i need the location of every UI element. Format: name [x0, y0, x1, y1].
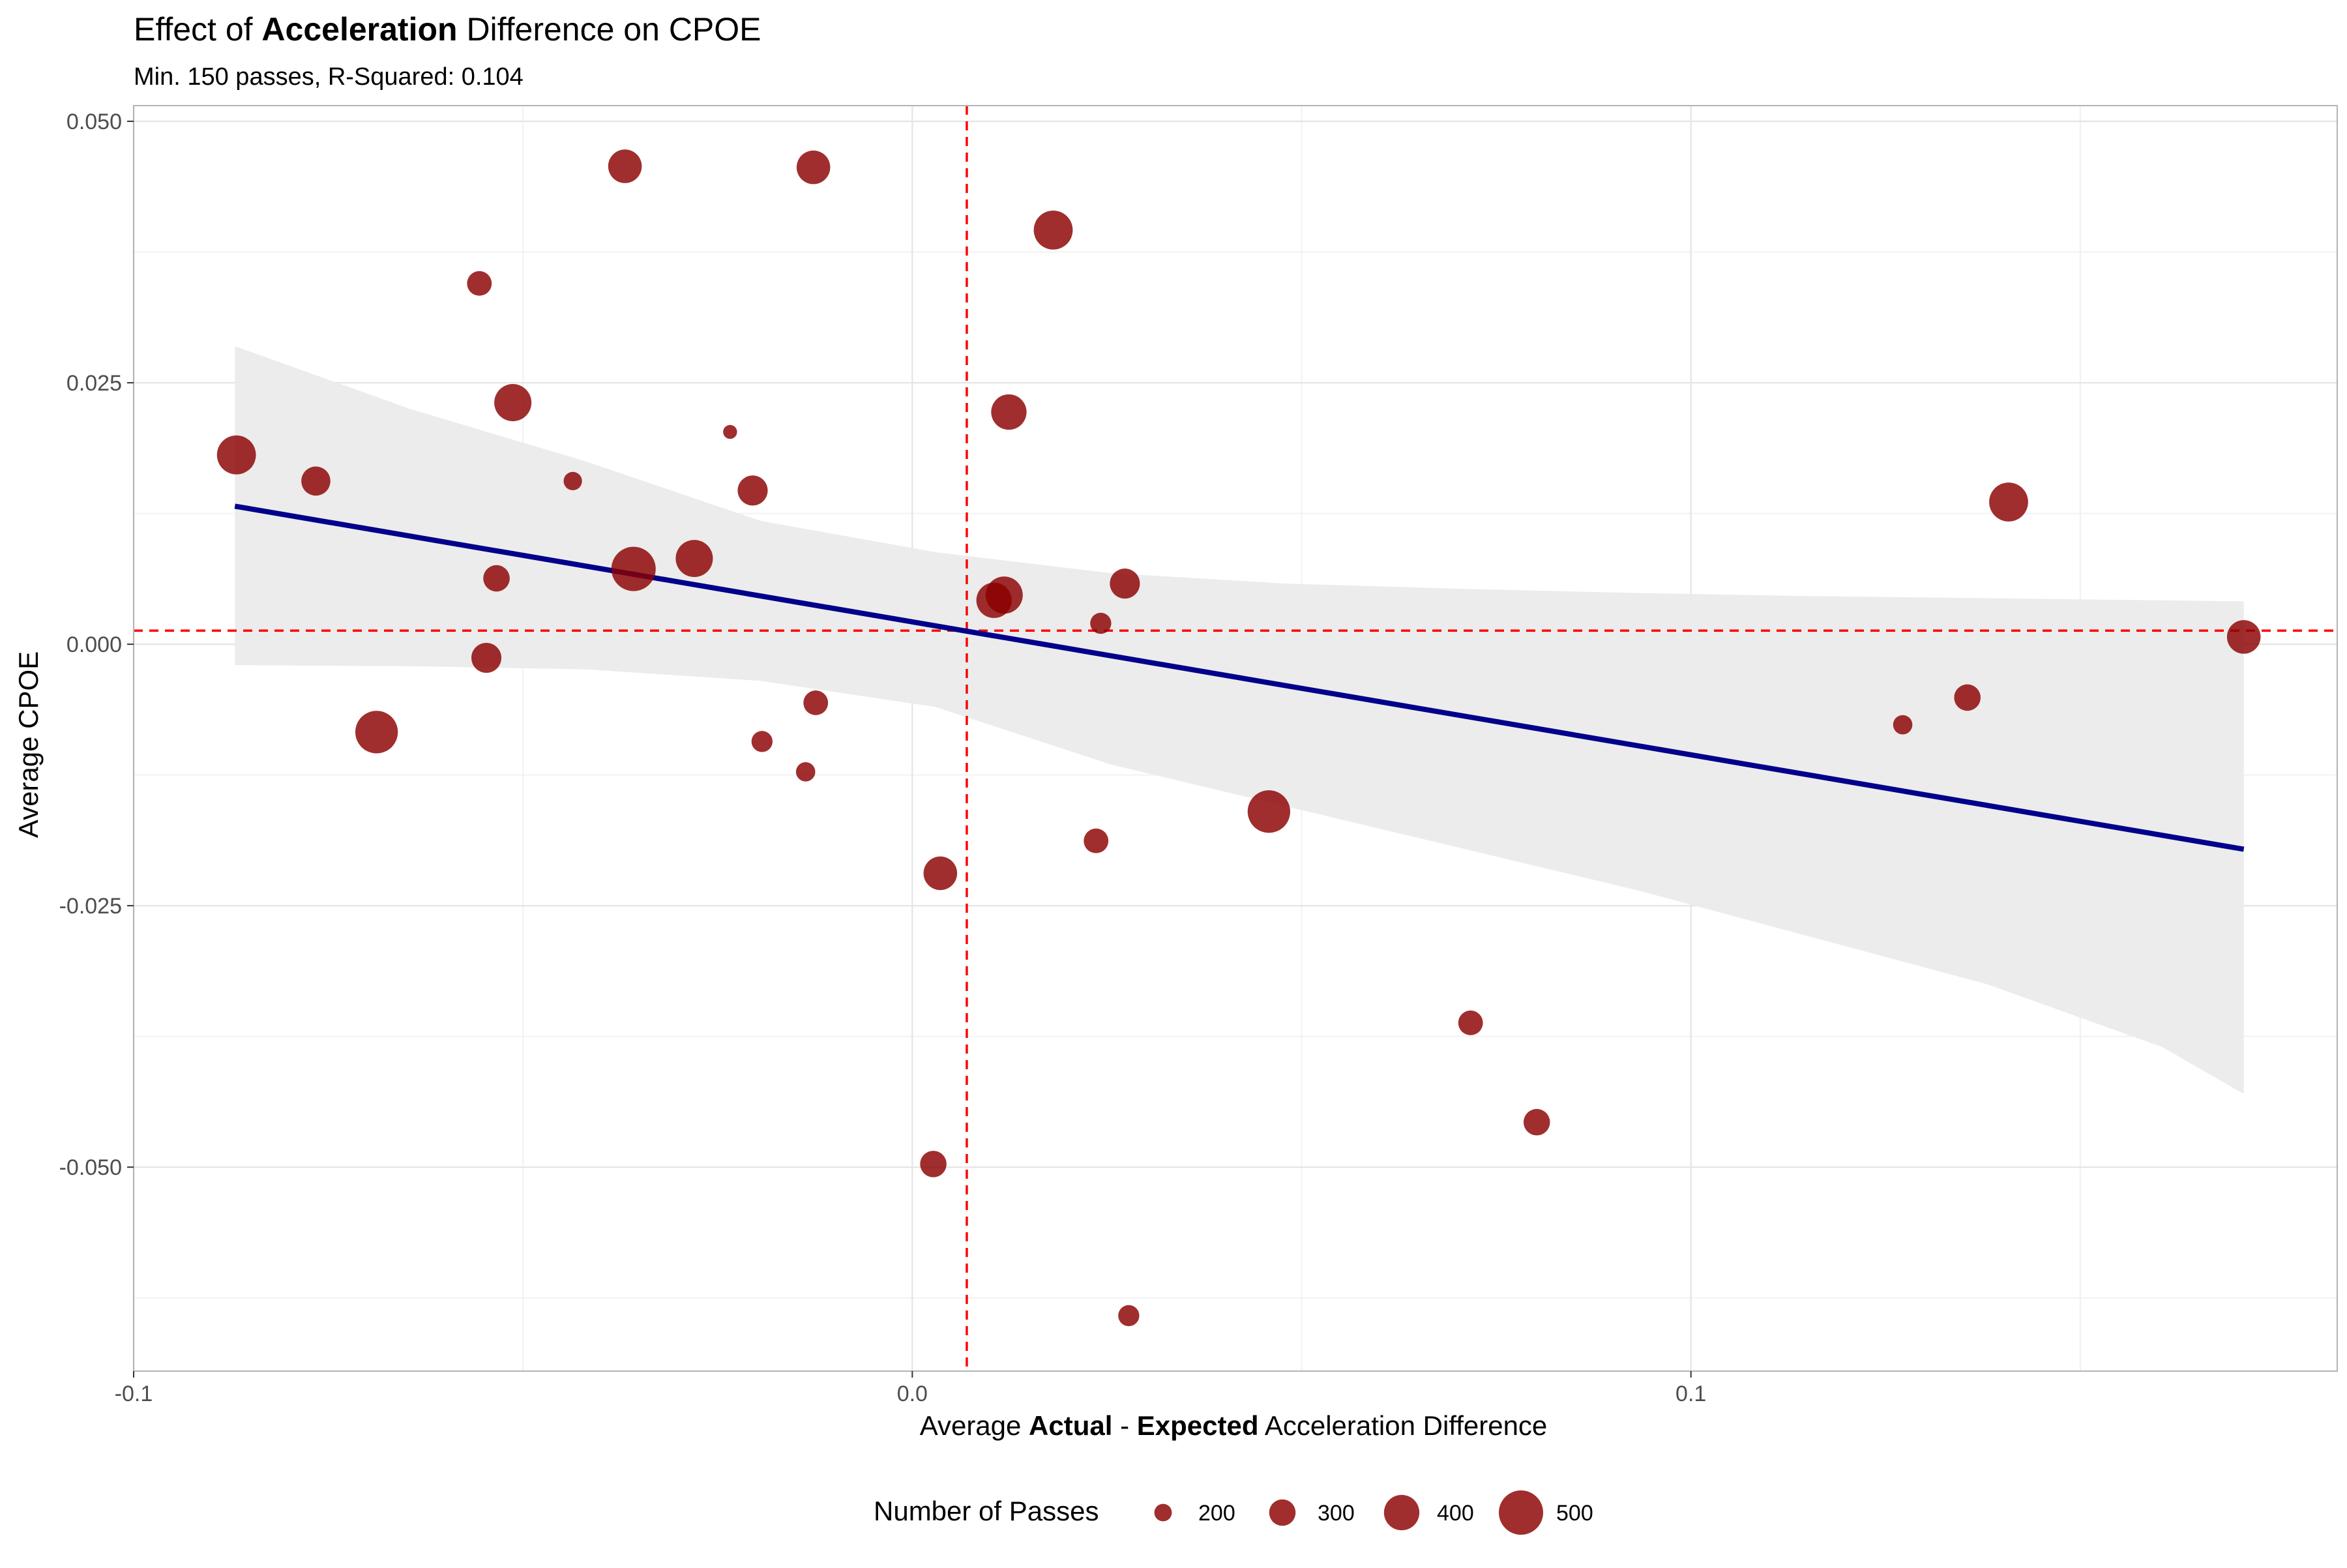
data-point [483, 565, 510, 592]
data-point [723, 424, 737, 439]
data-point [301, 466, 331, 496]
x-axis-ticks: -0.1 0.0 0.1 [115, 1371, 1706, 1406]
legend-key-point [1269, 1499, 1296, 1526]
data-point [471, 642, 502, 673]
data-point [355, 711, 398, 754]
data-point [795, 762, 816, 782]
data-point [923, 856, 958, 891]
legend-label: 500 [1556, 1501, 1593, 1526]
y-tick-label: -0.050 [59, 1155, 122, 1180]
legend-key-point [1383, 1494, 1420, 1531]
legend-key-point [1499, 1490, 1543, 1535]
x-tick-label: 0.1 [1675, 1382, 1706, 1406]
x-tick-label: 0.0 [897, 1382, 928, 1406]
data-point [675, 540, 713, 578]
x-axis-title-expected: Expected [1137, 1410, 1259, 1441]
data-point [803, 690, 829, 715]
x-tick-label: -0.1 [115, 1382, 153, 1406]
data-point [1084, 828, 1109, 853]
confidence-band [235, 346, 2244, 1094]
legend-title: Number of Passes [874, 1496, 1099, 1526]
data-point [1110, 569, 1140, 599]
data-point [1090, 612, 1112, 634]
data-point [1893, 715, 1913, 735]
data-point [991, 394, 1027, 430]
y-tick-label: 0.000 [66, 632, 122, 657]
y-tick-label: -0.025 [59, 894, 122, 919]
data-point [737, 475, 768, 506]
legend-label: 400 [1437, 1501, 1474, 1526]
regression-line-layer [234, 503, 2245, 852]
data-point [1458, 1010, 1483, 1035]
data-point [1523, 1108, 1550, 1136]
data-point [985, 576, 1023, 614]
legend-key-point [1154, 1503, 1172, 1522]
y-tick-label: 0.025 [66, 371, 122, 396]
data-point [1954, 684, 1981, 711]
data-point [494, 384, 532, 422]
y-axis-ticks: -0.050 -0.025 0.000 0.025 0.050 [59, 110, 134, 1180]
chart-title-prefix: Effect of [134, 11, 261, 48]
data-point [216, 435, 256, 475]
data-point [1118, 1305, 1140, 1327]
chart-title: Effect of Acceleration Difference on CPO… [134, 11, 761, 48]
data-point [563, 471, 582, 490]
x-axis-title-actual: Actual [1029, 1410, 1112, 1441]
chart-title-suffix: Difference on CPOE [458, 11, 761, 48]
data-point [751, 731, 773, 752]
reference-lines-layer [134, 106, 2337, 1371]
plot-panel-border [133, 105, 2338, 1372]
x-axis-title: Average Actual - Expected Acceleration D… [920, 1410, 1548, 1441]
size-legend: 200 300 400 500 [1154, 1490, 1593, 1535]
data-points-layer [216, 149, 2261, 1327]
regression-line [234, 503, 2245, 852]
chart-title-bold: Acceleration [261, 11, 457, 48]
x-axis-title-dash: - [1112, 1410, 1136, 1441]
confidence-band-layer [235, 346, 2244, 1094]
data-point [1247, 790, 1290, 833]
y-tick-label: 0.050 [66, 110, 122, 134]
legend-label: 300 [1318, 1501, 1355, 1526]
x-axis-title-part3: Acceleration Difference [1258, 1410, 1547, 1441]
data-point [920, 1151, 947, 1177]
data-point [1989, 482, 2028, 522]
data-point [611, 546, 656, 591]
x-axis-title-part1: Average [920, 1410, 1029, 1441]
y-axis-title: Average CPOE [13, 651, 44, 838]
data-point [608, 149, 642, 183]
chart-subtitle: Min. 150 passes, R-Squared: 0.104 [134, 63, 524, 91]
data-point [796, 150, 831, 185]
legend-label: 200 [1198, 1501, 1235, 1526]
data-point [1033, 211, 1073, 250]
data-point [467, 271, 492, 296]
data-point [2226, 620, 2261, 654]
